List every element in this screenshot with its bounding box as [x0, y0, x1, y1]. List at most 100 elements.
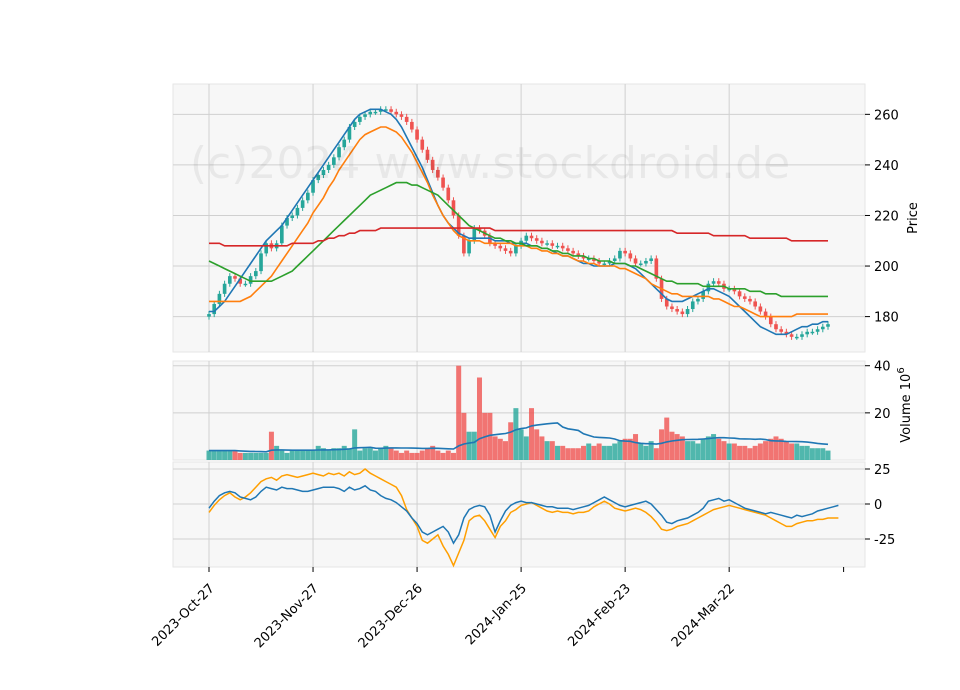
- volume-bar: [268, 431, 274, 460]
- candle-body: [571, 250, 575, 254]
- volume-bar: [617, 441, 623, 460]
- volume-bar: [430, 445, 436, 460]
- candle-body: [555, 245, 560, 248]
- candle-body: [649, 258, 653, 261]
- volume-bar: [294, 450, 300, 460]
- volume-bar: [258, 452, 264, 460]
- volume-bar: [757, 443, 763, 460]
- volume-bar: [497, 438, 503, 460]
- y-tick-label: 0: [874, 498, 882, 513]
- volume-bar: [398, 452, 404, 460]
- candle-body: [680, 311, 685, 315]
- volume-bar: [440, 452, 446, 460]
- candle-body: [618, 250, 622, 259]
- volume-bar: [450, 452, 456, 460]
- volume-bar: [357, 450, 363, 460]
- candle-body: [675, 309, 679, 312]
- candle-body: [467, 240, 471, 254]
- volume-bar: [502, 441, 508, 460]
- candle-body: [456, 215, 461, 236]
- volume-bar: [279, 450, 285, 460]
- volume-label-exponent: 6: [896, 367, 907, 373]
- volume-bar: [206, 450, 212, 460]
- candle-body: [664, 298, 669, 307]
- candle-body: [332, 157, 336, 165]
- candle-body: [472, 228, 477, 241]
- candle-body: [737, 291, 742, 297]
- candle-body: [607, 260, 612, 264]
- volume-bar: [638, 443, 644, 460]
- x-tick-label: 2024-Mar-22: [669, 581, 738, 650]
- volume-bar: [372, 450, 378, 460]
- volume-bar: [575, 448, 581, 460]
- volume-bar: [565, 448, 571, 460]
- oscillator-line: [208, 468, 839, 568]
- volume-bar: [378, 448, 384, 460]
- y-tick-label: 200: [874, 260, 899, 275]
- volume-bar: [815, 448, 821, 460]
- volume-bar: [232, 450, 238, 460]
- volume-bar: [544, 441, 550, 460]
- x-tick-label: 2024-Feb-23: [565, 581, 634, 650]
- candle-body: [363, 114, 367, 117]
- volume-average-line: [209, 422, 829, 453]
- candle-body: [420, 139, 425, 150]
- candle-body: [222, 283, 227, 294]
- candle-body: [280, 225, 284, 244]
- volume-bar: [341, 445, 347, 460]
- candle-body: [404, 116, 409, 122]
- candle-body: [243, 283, 248, 286]
- candle-body: [550, 243, 555, 246]
- candle-body: [789, 334, 794, 337]
- candle-body: [800, 334, 804, 337]
- volume-bar: [778, 438, 784, 460]
- candle-body: [633, 258, 638, 264]
- volume-bar: [700, 438, 706, 460]
- candle-body: [690, 301, 695, 310]
- volume-bar: [331, 448, 337, 460]
- candle-body: [394, 111, 399, 115]
- candle-body: [654, 258, 659, 279]
- volume-bar: [555, 445, 561, 460]
- candle-body: [566, 248, 570, 251]
- volume-bar: [586, 443, 592, 460]
- volume-bar: [513, 408, 519, 460]
- candle-body: [384, 109, 388, 111]
- volume-bar: [560, 445, 566, 460]
- candle-body: [342, 139, 347, 148]
- candle-body: [415, 129, 419, 140]
- candle-body: [768, 316, 773, 325]
- moving-average-line: [209, 227, 828, 247]
- volume-label-text: Volume 10: [899, 374, 914, 443]
- candle-body: [233, 276, 237, 279]
- candle-body: [820, 326, 825, 330]
- volume-bar: [581, 445, 587, 460]
- moving-average-line: [208, 181, 828, 298]
- watermark: (c)2024 www.stockdroid.de: [190, 138, 790, 189]
- candle-body: [576, 253, 581, 256]
- x-tick-label: 2023-Dec-26: [356, 581, 426, 651]
- volume-bar: [711, 434, 717, 460]
- y-tick-label: 25: [874, 463, 891, 478]
- price-y-axis: 180 200 220 240 260: [865, 108, 899, 326]
- y-tick-label: 240: [874, 159, 899, 174]
- candle-body: [774, 324, 778, 330]
- candle-body: [696, 298, 700, 302]
- x-tick-label: 2023-Nov-27: [252, 581, 322, 651]
- candle-body: [217, 293, 222, 304]
- volume-bar: [227, 450, 233, 460]
- volume-bar: [612, 443, 618, 460]
- volume-bar: [690, 441, 696, 460]
- candle-body: [311, 180, 315, 193]
- volume-bar: [253, 452, 259, 460]
- candle-body: [784, 331, 789, 335]
- volume-bar: [783, 441, 789, 460]
- candle-body: [534, 238, 539, 241]
- volume-bar: [742, 445, 748, 460]
- volume-bar: [716, 438, 722, 460]
- volume-bar: [648, 441, 654, 460]
- volume-bar: [737, 445, 743, 460]
- volume-bar: [237, 452, 243, 460]
- candle-body: [295, 207, 300, 216]
- candle-body: [503, 248, 508, 251]
